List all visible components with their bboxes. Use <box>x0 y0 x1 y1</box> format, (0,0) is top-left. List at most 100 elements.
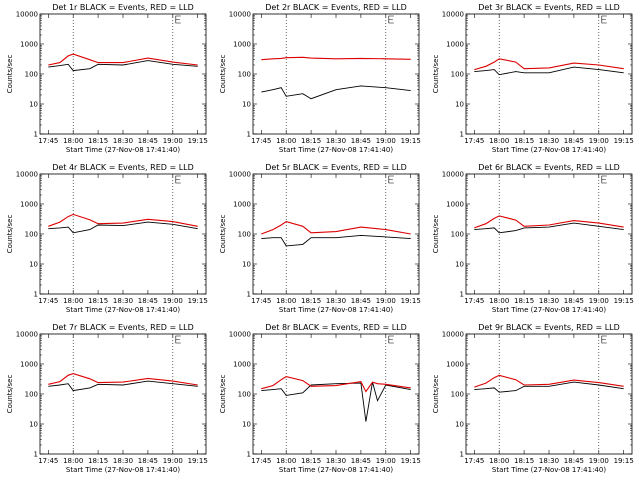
x-tick-label: 19:15 <box>401 297 421 305</box>
events-series-line <box>48 60 198 72</box>
x-tick-label: 18:30 <box>113 457 133 465</box>
detector-chart-4: Det 4r BLACK = Events, RED = LLD 1 10 100 10… <box>6 163 208 314</box>
plot-frame <box>252 13 420 135</box>
x-axis-label: Start Time (27-Nov-08 17:41:40) <box>279 466 393 474</box>
y-tick-label: 1 <box>460 131 464 139</box>
chart-title: Det 5r BLACK = Events, RED = LLD <box>265 163 407 172</box>
lld-series-line <box>261 221 411 235</box>
detector-chart-5: Det 5r BLACK = Events, RED = LLD 1 10 100 10… <box>219 163 421 314</box>
y-tick-label: 10000 <box>16 171 38 179</box>
x-axis-label: Start Time (27-Nov-08 17:41:40) <box>279 146 393 154</box>
y-tick-label: 10 <box>29 101 38 109</box>
events-series-line <box>261 381 411 422</box>
lld-series-line <box>474 58 624 71</box>
x-tick-label: 18:15 <box>301 297 321 305</box>
events-series-line <box>261 85 411 100</box>
y-tick-label: 100 <box>238 231 251 239</box>
y-tick-label: 10000 <box>442 171 464 179</box>
y-tick-label: 1 <box>460 291 464 299</box>
lld-series-line <box>48 213 198 227</box>
lld-series-line <box>261 376 411 393</box>
y-tick-label: 1 <box>247 451 251 459</box>
y-tick-label: 10000 <box>442 331 464 339</box>
y-tick-label: 100 <box>25 71 38 79</box>
x-tick-label: 19:15 <box>188 297 208 305</box>
x-tick-label: 19:00 <box>376 297 396 305</box>
x-tick-label: 18:15 <box>514 297 534 305</box>
x-tick-label: 18:45 <box>351 297 371 305</box>
detector-panel-6: Det 6r BLACK = Events, RED = LLD 1 10 100 10… <box>426 160 639 320</box>
y-tick-label: 10000 <box>16 331 38 339</box>
eclipse-marker <box>601 15 607 24</box>
eclipse-marker <box>388 15 394 24</box>
y-tick-label: 100 <box>25 391 38 399</box>
plot-frame <box>39 333 207 455</box>
x-tick-label: 18:30 <box>113 137 133 145</box>
y-axis-label: Counts/sec <box>6 375 14 414</box>
events-series-line <box>48 221 198 234</box>
x-tick-label: 17:45 <box>251 297 271 305</box>
y-tick-label: 1 <box>460 451 464 459</box>
y-tick-label: 10 <box>29 421 38 429</box>
x-axis-label: Start Time (27-Nov-08 17:41:40) <box>66 306 180 314</box>
x-tick-label: 19:15 <box>401 457 421 465</box>
chart-title: Det 8r BLACK = Events, RED = LLD <box>265 323 407 332</box>
x-tick-label: 18:30 <box>539 457 559 465</box>
x-tick-label: 19:15 <box>188 137 208 145</box>
x-tick-label: 17:45 <box>251 457 271 465</box>
y-tick-label: 10 <box>29 261 38 269</box>
plot-frame <box>465 333 633 455</box>
y-tick-label: 10 <box>242 101 251 109</box>
detector-panel-1: Det 1r BLACK = Events, RED = LLD 1 10 100 10… <box>0 0 213 160</box>
x-tick-label: 19:00 <box>163 137 183 145</box>
plot-frame <box>252 333 420 455</box>
x-axis-label: Start Time (27-Nov-08 17:41:40) <box>492 306 606 314</box>
detector-chart-6: Det 6r BLACK = Events, RED = LLD 1 10 100 10… <box>432 163 634 314</box>
detector-panel-7: Det 7r BLACK = Events, RED = LLD 1 10 100 10… <box>0 320 213 480</box>
x-axis-label: Start Time (27-Nov-08 17:41:40) <box>66 146 180 154</box>
detector-chart-1: Det 1r BLACK = Events, RED = LLD 1 10 100 10… <box>6 3 208 154</box>
y-tick-label: 100 <box>451 391 464 399</box>
x-tick-label: 18:15 <box>301 457 321 465</box>
x-tick-label: 18:00 <box>276 457 296 465</box>
x-tick-label: 18:00 <box>63 137 83 145</box>
eclipse-marker <box>601 175 607 184</box>
events-series-line <box>474 381 624 393</box>
chart-title: Det 7r BLACK = Events, RED = LLD <box>52 323 194 332</box>
x-tick-label: 19:15 <box>614 297 634 305</box>
plot-frame <box>465 13 633 135</box>
eclipse-marker <box>175 175 181 184</box>
x-tick-label: 19:00 <box>376 137 396 145</box>
x-tick-label: 18:00 <box>276 137 296 145</box>
y-axis-label: Counts/sec <box>6 215 14 254</box>
y-axis-label: Counts/sec <box>432 215 440 254</box>
x-tick-label: 18:30 <box>539 297 559 305</box>
detector-chart-9: Det 9r BLACK = Events, RED = LLD 1 10 100 10… <box>432 323 634 474</box>
chart-title: Det 6r BLACK = Events, RED = LLD <box>478 163 620 172</box>
y-tick-label: 100 <box>238 391 251 399</box>
eclipse-marker <box>388 175 394 184</box>
chart-title: Det 9r BLACK = Events, RED = LLD <box>478 323 620 332</box>
y-tick-label: 1 <box>34 451 38 459</box>
chart-title: Det 3r BLACK = Events, RED = LLD <box>478 3 620 12</box>
y-tick-label: 10 <box>455 421 464 429</box>
x-tick-label: 17:45 <box>38 297 58 305</box>
x-tick-label: 17:45 <box>38 457 58 465</box>
eclipse-marker <box>175 335 181 344</box>
y-tick-label: 10 <box>242 261 251 269</box>
x-tick-label: 17:45 <box>464 297 484 305</box>
detector-chart-2: Det 2r BLACK = Events, RED = LLD 1 10 100 10… <box>219 3 421 154</box>
plot-frame <box>465 173 633 295</box>
y-tick-label: 10000 <box>229 331 251 339</box>
x-tick-label: 19:15 <box>188 457 208 465</box>
lld-series-line <box>474 215 624 229</box>
plot-frame <box>39 13 207 135</box>
y-tick-label: 1000 <box>446 41 464 49</box>
x-tick-label: 18:15 <box>514 457 534 465</box>
x-tick-label: 18:15 <box>88 297 108 305</box>
x-tick-label: 18:00 <box>489 137 509 145</box>
x-tick-label: 18:45 <box>138 457 158 465</box>
y-tick-label: 1000 <box>446 361 464 369</box>
y-tick-label: 10 <box>455 101 464 109</box>
x-tick-label: 18:15 <box>88 137 108 145</box>
